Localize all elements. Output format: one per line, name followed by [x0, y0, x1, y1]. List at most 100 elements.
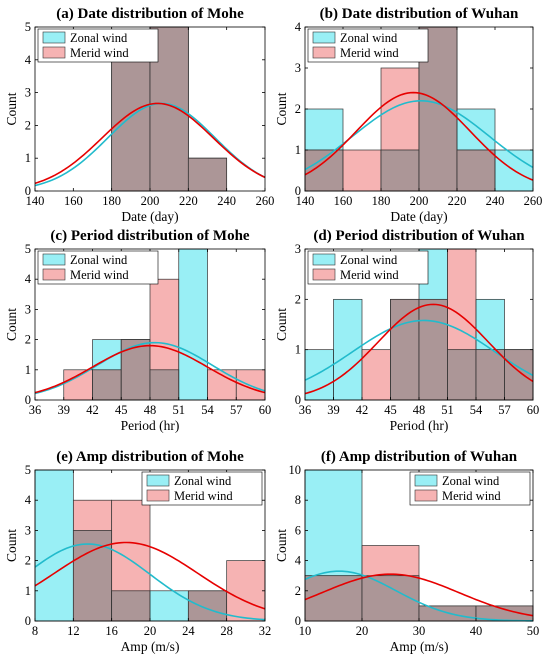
bar-merid [342, 149, 382, 192]
bar-overlap [304, 575, 363, 622]
y-tick-label: 5 [25, 242, 31, 256]
bar-overlap [447, 349, 477, 401]
x-tick-label: 260 [524, 194, 543, 208]
fit-curve-merid [34, 344, 266, 394]
x-tick-label: 240 [217, 194, 236, 208]
bar-overlap [475, 349, 505, 401]
legend-swatch-zonal [414, 474, 438, 487]
y-tick-label: 0 [25, 614, 31, 628]
x-axis-label: Date (day) [390, 209, 447, 224]
y-tick-label: 4 [25, 272, 32, 286]
legend-label: Merid wind [442, 489, 501, 503]
x-tick-label: 20 [356, 624, 369, 638]
x-tick-label: 39 [327, 403, 340, 417]
y-tick-label: 1 [295, 143, 301, 157]
x-tick-label: 60 [259, 403, 272, 417]
x-tick-label: 30 [413, 624, 426, 638]
bar-merid [226, 560, 266, 622]
y-tick-label: 4 [295, 20, 302, 34]
x-tick-label: 28 [220, 624, 233, 638]
fit-curve-zonal [34, 102, 266, 187]
x-tick-label: 57 [230, 403, 243, 417]
y-tick-label: 3 [295, 242, 301, 256]
fit-curve-merid [34, 102, 266, 185]
legend-label: Merid wind [70, 46, 129, 60]
chart-title: (c) Period distribution of Mohe [50, 228, 249, 244]
y-axis-label: Count [274, 529, 289, 562]
x-tick-label: 32 [259, 624, 272, 638]
legend-swatch-merid [312, 268, 336, 281]
x-tick-label: 24 [182, 624, 195, 638]
legend-label: Merid wind [340, 46, 399, 60]
x-tick-label: 42 [356, 403, 369, 417]
legend-swatch-merid [312, 46, 336, 59]
bar-overlap [187, 157, 228, 192]
x-axis-label: Period (hr) [121, 418, 180, 433]
y-tick-label: 2 [295, 584, 301, 598]
bar-overlap [92, 369, 122, 401]
legend-label: Merid wind [70, 268, 129, 282]
x-tick-label: 48 [413, 403, 426, 417]
y-tick-label: 1 [25, 584, 31, 598]
bar-overlap [456, 149, 496, 192]
legend-swatch-merid [42, 268, 66, 281]
legend-label: Zonal wind [70, 31, 128, 45]
x-tick-label: 8 [32, 624, 38, 638]
legend-label: Merid wind [174, 489, 233, 503]
y-tick-label: 3 [295, 61, 301, 75]
x-tick-label: 48 [144, 403, 157, 417]
legend-label: Zonal wind [442, 474, 500, 488]
y-tick-label: 3 [25, 523, 31, 537]
x-tick-label: 260 [256, 194, 275, 208]
bar-overlap [120, 339, 151, 401]
bar-overlap [390, 298, 420, 401]
y-tick-label: 4 [25, 493, 32, 507]
x-tick-label: 220 [179, 194, 198, 208]
legend-swatch-zonal [146, 474, 170, 487]
fit-curve-merid [304, 91, 534, 181]
x-tick-label: 220 [448, 194, 467, 208]
bar-overlap [187, 590, 228, 622]
fit-curve-zonal [304, 570, 534, 622]
legend-swatch-merid [146, 489, 170, 502]
fit-curve-zonal [304, 319, 534, 381]
fit-curve-merid [34, 541, 266, 610]
y-tick-label: 2 [25, 333, 31, 347]
y-tick-label: 0 [25, 393, 31, 407]
y-tick-label: 0 [295, 393, 301, 407]
x-tick-label: 45 [115, 403, 128, 417]
y-tick-label: 10 [289, 463, 302, 477]
y-tick-label: 8 [295, 493, 301, 507]
chart-title: (d) Period distribution of Wuhan [313, 228, 525, 244]
fit-curve-merid [304, 303, 534, 395]
y-axis-label: Count [274, 308, 289, 341]
x-tick-label: 45 [384, 403, 397, 417]
x-tick-label: 20 [144, 624, 157, 638]
bar-zonal [34, 469, 74, 622]
x-tick-label: 12 [67, 624, 80, 638]
legend-label: Zonal wind [340, 253, 398, 267]
y-tick-label: 4 [295, 554, 302, 568]
x-tick-label: 57 [498, 403, 511, 417]
bar-overlap [304, 149, 344, 192]
x-tick-label: 160 [64, 194, 83, 208]
x-tick-label: 40 [470, 624, 483, 638]
x-tick-label: 51 [441, 403, 454, 417]
legend-label: Zonal wind [70, 253, 128, 267]
x-axis-label: Amp (m/s) [390, 639, 449, 654]
y-tick-label: 2 [295, 292, 301, 306]
x-tick-label: 180 [102, 194, 121, 208]
x-tick-label: 42 [86, 403, 99, 417]
x-tick-label: 140 [26, 194, 45, 208]
panel-6: (f) Amp distribution of Wuhan 10 20 30 40 50 0… [274, 449, 539, 654]
bar-zonal [333, 298, 363, 401]
legend-swatch-zonal [312, 253, 336, 266]
y-axis-label: Count [4, 92, 19, 125]
y-tick-label: 1 [25, 363, 31, 377]
